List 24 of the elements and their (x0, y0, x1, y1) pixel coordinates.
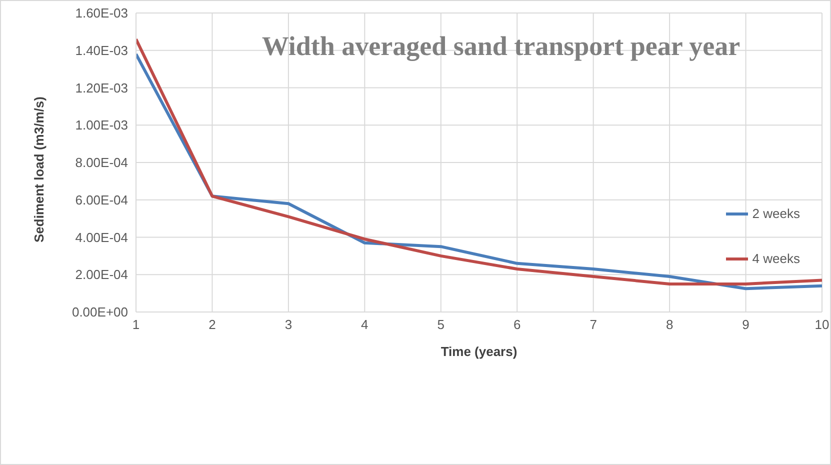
legend-label: 4 weeks (752, 251, 800, 266)
x-axis-title: Time (years) (440, 344, 518, 359)
x-tick-label: 4 (361, 317, 368, 332)
x-tick-label: 6 (513, 317, 521, 332)
x-tick-label: 9 (742, 317, 750, 332)
y-tick-label: 6.00E-04 (75, 192, 128, 208)
x-tick-label: 5 (437, 317, 445, 332)
y-tick-label: 2.00E-04 (75, 267, 128, 282)
x-tick-label: 1 (132, 317, 140, 332)
x-tick-label: 3 (284, 317, 292, 332)
y-tick-label: 4.00E-04 (75, 230, 128, 245)
x-tick-label: 10 (814, 317, 830, 332)
x-tick-label: 8 (666, 317, 674, 332)
x-tick-label: 2 (208, 317, 216, 332)
x-tick-label: 7 (590, 317, 597, 332)
y-tick-label: 1.00E-03 (75, 118, 128, 133)
legend-label: 2 weeks (752, 206, 800, 221)
text: Width averaged sand transport pear year (260, 31, 742, 62)
y-tick-label: 1.20E-03 (75, 80, 128, 96)
y-axis-title: Sediment load (m3/m/s) (32, 96, 47, 242)
y-tick-label: 1.60E-03 (75, 6, 128, 21)
y-tick-label: 8.00E-04 (75, 155, 128, 170)
y-tick-label: 0.00E+00 (72, 304, 128, 320)
y-tick-label: 1.40E-03 (75, 42, 128, 58)
